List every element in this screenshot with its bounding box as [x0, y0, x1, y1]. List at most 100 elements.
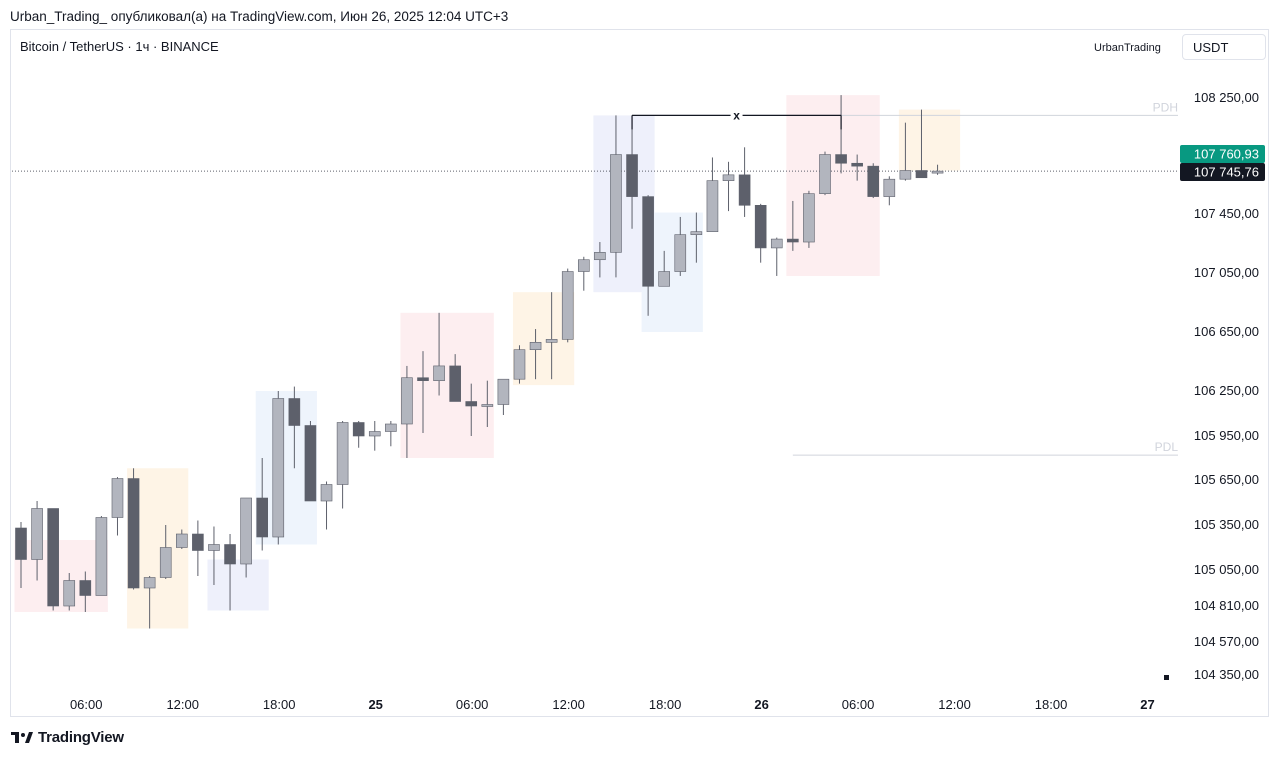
candle-body — [272, 398, 285, 538]
highlight-box — [898, 109, 961, 171]
highlight-box — [786, 95, 880, 276]
time-axis: 06:00 12:00 18:00 25 06:00 12:00 18:00 26 06:00 1… — [70, 697, 1155, 712]
candle-body — [803, 193, 815, 243]
candle-body — [449, 365, 461, 402]
x-tick-label: 26 — [754, 697, 768, 712]
candle-body — [352, 422, 365, 437]
candle-body — [401, 377, 413, 425]
candle-body — [867, 165, 880, 197]
price-label-bg — [1180, 163, 1265, 181]
candle-body — [561, 271, 574, 340]
price-label-bg — [1180, 145, 1265, 163]
y-tick-label: 104 810,00 — [1194, 598, 1259, 613]
candle-body — [754, 205, 767, 249]
candle-body — [304, 425, 317, 502]
y-tick-label: 108 250,00 — [1194, 90, 1259, 105]
annotation-label-bg — [730, 108, 743, 122]
x-tick-label: 06:00 — [842, 697, 875, 712]
candle-body — [819, 154, 831, 195]
candle-body — [240, 497, 252, 565]
y-tick-label: 106 250,00 — [1194, 383, 1259, 398]
candle-body — [95, 517, 108, 596]
chart-frame — [10, 29, 1269, 717]
candle-body — [288, 398, 301, 426]
candle-body — [722, 174, 735, 181]
candle-body — [787, 238, 799, 243]
y-tick-label: 107 450,00 — [1194, 206, 1259, 221]
candle-body — [63, 580, 76, 607]
candle-body — [851, 162, 863, 167]
highlight-box — [14, 540, 108, 612]
candle-body — [47, 508, 59, 607]
highlight-boxes — [14, 95, 961, 629]
price-axis: 108 250,00 107 450,00 107 050,00 106 650,00… — [1194, 90, 1259, 682]
candle-body — [883, 178, 896, 197]
level-label: PDL — [1155, 440, 1179, 454]
x-tick-label: 18:00 — [649, 697, 682, 712]
highlight-box — [400, 312, 494, 458]
candle-body — [192, 533, 204, 551]
candle-body — [835, 154, 847, 164]
candle-body — [513, 349, 526, 380]
x-tick-label: 12:00 — [552, 697, 585, 712]
candle-body — [320, 484, 333, 502]
candle-body — [626, 154, 638, 197]
x-tick-label: 18:00 — [1035, 697, 1068, 712]
candle-body — [368, 431, 381, 437]
candle-body — [336, 422, 349, 485]
chart-marker — [1164, 675, 1169, 680]
annotation-label: x — [733, 108, 740, 122]
candle-body — [899, 170, 912, 180]
candle-body — [610, 154, 622, 253]
candle-body — [31, 508, 43, 560]
price-label: 107 745,76 — [1194, 165, 1259, 180]
y-tick-label: 105 050,00 — [1194, 562, 1259, 577]
tradingview-logo-icon — [11, 731, 33, 743]
candle-body — [642, 196, 654, 287]
candle-body — [674, 234, 687, 272]
candle-body — [529, 342, 542, 351]
candle-body — [385, 423, 397, 432]
candle-body — [690, 231, 703, 235]
candle-body — [433, 365, 445, 381]
x-tick-label: 12:00 — [166, 697, 199, 712]
y-tick-label: 104 350,00 — [1194, 667, 1259, 682]
x-tick-label: 27 — [1140, 697, 1154, 712]
y-tick-label: 105 650,00 — [1194, 472, 1259, 487]
x-tick-label: 06:00 — [456, 697, 489, 712]
currency-selector[interactable]: USDT — [1182, 34, 1266, 60]
candle-body — [127, 478, 140, 589]
x-tick-label: 12:00 — [938, 697, 971, 712]
tradingview-logo[interactable]: TradingView — [11, 729, 124, 746]
candle-body — [208, 544, 220, 551]
candle-body — [594, 252, 606, 261]
candle-body — [577, 259, 590, 272]
y-tick-label: 106 650,00 — [1194, 324, 1259, 339]
candle-body — [417, 377, 429, 381]
candle-body — [481, 404, 494, 407]
candle-body — [143, 577, 156, 589]
candle-body — [15, 527, 27, 560]
candle-body — [176, 533, 188, 548]
tradingview-brand: TradingView — [38, 729, 124, 746]
price-labels: 107 760,93 107 745,76 — [1180, 145, 1265, 181]
author-name: UrbanTrading — [1094, 42, 1161, 54]
publication-info: Urban_Trading_ опубликовал(а) на Trading… — [10, 9, 509, 24]
candle-body — [159, 547, 172, 578]
candle-body — [738, 174, 751, 206]
candle-body — [931, 170, 944, 174]
candle-body — [256, 497, 269, 538]
y-tick-label: 105 950,00 — [1194, 428, 1259, 443]
symbol-title[interactable]: Bitcoin / TetherUS · 1ч · BINANCE — [20, 39, 219, 54]
x-tick-label: 06:00 — [70, 697, 103, 712]
candles — [15, 95, 944, 629]
y-tick-label: 105 350,00 — [1194, 517, 1259, 532]
candle-body — [111, 478, 124, 518]
candle-body — [224, 544, 236, 565]
candle-body — [497, 378, 510, 405]
annotation-group: x — [631, 108, 842, 130]
candle-body — [545, 339, 558, 343]
y-tick-label: 107 050,00 — [1194, 265, 1259, 280]
candle-body — [658, 271, 671, 287]
